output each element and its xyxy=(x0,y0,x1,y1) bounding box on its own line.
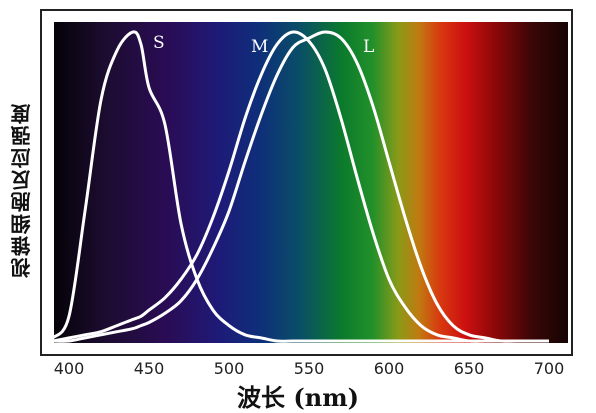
x-ticks-layer: 400 450 500 550 600 650 700 xyxy=(54,359,565,378)
x-tick-label: 400 xyxy=(54,359,85,378)
series-label-m: M xyxy=(251,37,268,57)
x-tick-label: 550 xyxy=(294,359,325,378)
corner-fade xyxy=(426,392,596,412)
x-tick-label: 700 xyxy=(534,359,565,378)
curves-layer xyxy=(51,30,549,343)
plot-frame xyxy=(40,9,573,356)
plot-area xyxy=(54,22,568,343)
x-tick-label: 650 xyxy=(454,359,485,378)
x-tick-label: 500 xyxy=(214,359,245,378)
curve-m xyxy=(52,30,549,343)
x-axis-label: 波长 (nm) xyxy=(237,383,359,412)
x-tick-label: 450 xyxy=(134,359,165,378)
series-label-s: S xyxy=(153,33,165,53)
series-label-l: L xyxy=(363,37,374,57)
y-axis-label: 视锥细胞反应强度 xyxy=(9,102,34,278)
curve-l xyxy=(52,30,549,343)
x-tick-label: 600 xyxy=(374,359,405,378)
y-axis-label-container: 视锥细胞反应强度 xyxy=(6,40,36,340)
